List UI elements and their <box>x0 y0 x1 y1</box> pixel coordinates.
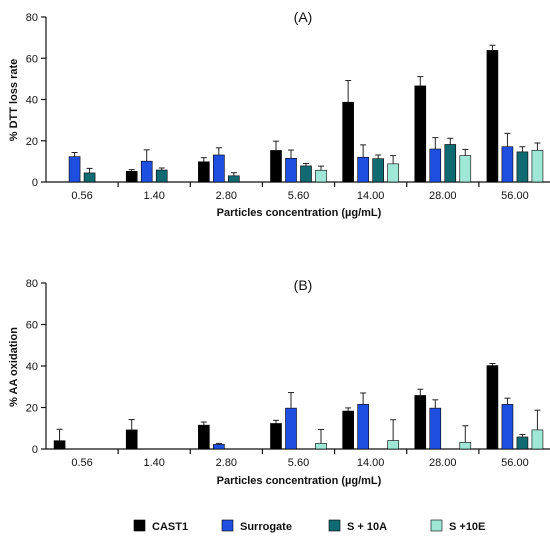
panel-a-ytick-label: 80 <box>26 12 38 24</box>
legend: CAST1 Surrogate S + 10A S +10E <box>133 519 485 533</box>
panel-a-xtick-label: 14.00 <box>357 190 385 202</box>
panel-a-bar-s-10e <box>459 155 472 183</box>
panel-b-xtick-label: 5.60 <box>288 457 309 469</box>
panel-a-xlabel: Particles concentration (µg/mL) <box>217 207 382 219</box>
panel-a-bar-s-10a <box>516 151 529 183</box>
panel-a-ytick-label: 40 <box>26 95 38 107</box>
panel-a-bar-surrogate <box>501 146 514 183</box>
panel-a-bar-s-10a <box>300 165 312 183</box>
panel-b-bar-surrogate <box>429 407 442 450</box>
panel-b-xtick-label: 56.00 <box>501 457 529 469</box>
panel-a-marks: 0 20 40 60 80 0.56 1.40 2.80 5.60 14.00 28.00 56.00 <box>26 12 550 202</box>
legend-label-cast1: CAST1 <box>152 521 188 533</box>
legend-label-s-10a: S + 10A <box>347 521 387 533</box>
legend-swatch-cast1 <box>133 519 146 532</box>
panel-b-bar-cast1 <box>414 395 427 450</box>
panel-a-xtick-label: 1.40 <box>144 190 165 202</box>
panel-a-bar-s-10e <box>531 149 544 183</box>
legend-swatch-s-10a <box>328 519 341 532</box>
panel-b-xlabel: Particles concentration (µg/mL) <box>217 475 382 487</box>
panel-a-xtick-label: 28.00 <box>429 190 457 202</box>
panel-b-xtick-label: 1.40 <box>144 457 165 469</box>
panel-a-bar-cast1 <box>486 50 499 183</box>
panel-a-ytick-label: 20 <box>26 136 38 148</box>
panel-b-bar-s-10e <box>459 442 472 450</box>
panel-a-bar-cast1 <box>125 170 138 183</box>
panel-a: (A) % DTT loss rate Particles concentrat… <box>8 9 550 219</box>
panel-a-bar-s-10a <box>372 158 384 183</box>
panel-b-bar-s-10e <box>531 429 544 450</box>
panel-b-bar-surrogate <box>213 444 225 450</box>
panel-b-bar-s-10a <box>516 436 529 450</box>
panel-a-xtick-label: 0.56 <box>71 190 92 202</box>
panel-b-bar-s-10e <box>315 443 327 450</box>
panel-a-xtick-label: 5.60 <box>288 190 309 202</box>
panel-b-bar-surrogate <box>357 404 369 450</box>
panel-a-ylabel: % DTT loss rate <box>8 59 20 142</box>
panel-b-bar-cast1 <box>125 429 138 450</box>
legend-label-s-10e: S +10E <box>449 521 485 533</box>
panel-a-bar-surrogate <box>285 157 297 183</box>
panel-a-title: (A) <box>294 9 313 25</box>
panel-b-bar-cast1 <box>198 424 210 450</box>
panel-a-bar-surrogate <box>68 156 81 183</box>
panel-b-ytick-label: 40 <box>26 361 38 373</box>
panel-b-xtick-label: 2.80 <box>216 457 237 469</box>
panel-a-bar-surrogate <box>213 154 225 183</box>
panel-b-bar-cast1 <box>270 423 282 450</box>
panel-a-bar-s-10e <box>387 163 399 183</box>
panel-b: (B) % AA oxidation Particles concentrati… <box>8 277 550 487</box>
panel-b-ytick-label: 20 <box>26 403 38 415</box>
panel-a-bar-surrogate <box>357 156 369 183</box>
panel-b-ytick-label: 80 <box>26 278 38 290</box>
panel-a-bar-cast1 <box>270 150 282 183</box>
panel-a-bar-cast1 <box>342 101 354 183</box>
panel-a-ytick-label: 0 <box>32 177 38 189</box>
legend-swatch-s-10e <box>430 519 443 532</box>
legend-label-surrogate: Surrogate <box>240 521 292 533</box>
panel-a-bar-surrogate <box>429 148 442 183</box>
panel-a-xtick-label: 2.80 <box>216 190 237 202</box>
panel-b-bar-s-10e <box>387 440 399 450</box>
panel-b-marks: 0 20 40 60 80 0.56 1.40 2.80 5.60 14.00 28.00 56.00 <box>26 278 550 469</box>
panel-a-bar-surrogate <box>140 160 153 183</box>
panel-a-ytick-label: 60 <box>26 53 38 65</box>
panel-b-xtick-label: 14.00 <box>357 457 385 469</box>
panel-a-bar-cast1 <box>414 85 427 183</box>
panel-b-xtick-label: 28.00 <box>429 457 457 469</box>
panel-b-ytick-label: 60 <box>26 320 38 332</box>
panel-b-bar-surrogate <box>285 407 297 450</box>
panel-b-title: (B) <box>294 277 313 293</box>
panel-a-xtick-label: 56.00 <box>501 190 529 202</box>
panel-a-bar-cast1 <box>198 161 210 183</box>
panel-b-bar-cast1 <box>53 440 66 450</box>
panel-b-ylabel: % AA oxidation <box>8 327 20 407</box>
panel-a-bar-s-10a <box>444 144 457 183</box>
panel-a-bar-s-10e <box>315 169 327 183</box>
panel-b-ytick-label: 0 <box>32 444 38 456</box>
panel-b-bar-surrogate <box>501 404 514 450</box>
panel-b-bar-cast1 <box>342 410 354 450</box>
panel-b-xtick-label: 0.56 <box>71 457 92 469</box>
legend-swatch-surrogate <box>221 519 234 532</box>
panel-a-bar-s-10a <box>83 172 96 183</box>
panel-b-bar-cast1 <box>486 365 499 450</box>
panel-a-bar-s-10a <box>155 169 168 183</box>
panel-a-bar-s-10a <box>228 175 240 183</box>
